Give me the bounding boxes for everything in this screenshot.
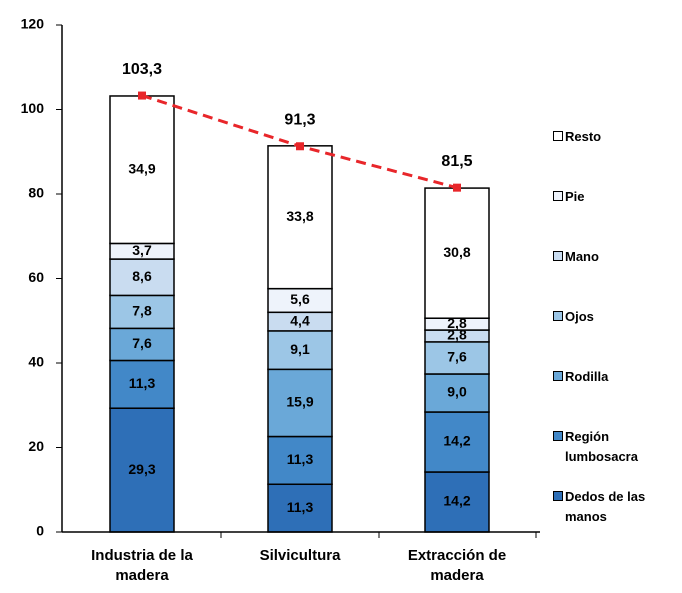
bar-segment	[424, 411, 490, 473]
bar-segment	[267, 483, 333, 533]
x-tick-label: Silvicultura	[259, 547, 341, 564]
legend-label: Región lumbosacra	[565, 429, 638, 464]
y-tick-label: 40	[28, 354, 44, 370]
bar-segment	[109, 95, 175, 245]
legend-label: Dedos de las manos	[565, 489, 646, 524]
y-tick-label: 0	[36, 523, 44, 539]
legend-swatch	[553, 251, 563, 261]
data-label: 9,0	[447, 384, 467, 400]
data-label: 34,9	[128, 160, 155, 176]
legend-swatch	[553, 131, 563, 141]
data-label: 8,6	[132, 268, 152, 284]
bar-segment	[109, 359, 175, 409]
data-label: 5,6	[290, 291, 310, 307]
legend-label: Rodilla	[565, 369, 609, 384]
data-label: 14,2	[443, 433, 470, 449]
total-marker	[138, 91, 146, 100]
data-label: 14,2	[443, 493, 470, 509]
bar-segment	[267, 435, 333, 486]
data-label: 3,7	[132, 242, 152, 258]
legend-swatch	[553, 491, 563, 501]
legend-item: Rodilla	[553, 367, 678, 387]
legend-item: Pie	[553, 187, 678, 207]
data-label: 11,3	[287, 499, 314, 515]
legend-label: Resto	[565, 129, 602, 144]
data-label: 30,8	[443, 244, 470, 260]
data-label: 9,1	[290, 341, 310, 357]
legend-label: Pie	[565, 189, 585, 204]
bar-segment	[109, 327, 175, 362]
legend-swatch	[553, 371, 563, 381]
legend-item: Dedos de las manos	[553, 487, 678, 527]
legend-item: Ojos	[553, 307, 678, 327]
total-label: 81,5	[441, 153, 472, 170]
legend-label: Ojos	[565, 309, 594, 324]
legend-label: Mano	[565, 249, 599, 264]
bar-segment	[424, 187, 490, 319]
data-label: 4,4	[290, 312, 310, 328]
legend-swatch	[553, 191, 563, 201]
x-tick-label: Extracción de madera	[407, 547, 507, 584]
legend-item: Resto	[553, 127, 678, 147]
legend-item: Mano	[553, 247, 678, 267]
bar-segment	[424, 373, 490, 413]
bar-segment	[267, 145, 333, 290]
y-tick-label: 80	[28, 185, 44, 201]
bar-segment	[267, 368, 333, 438]
data-label: 11,3	[287, 451, 314, 467]
bar-segment	[267, 330, 333, 371]
bar-segment	[424, 471, 490, 533]
data-label: 7,6	[447, 349, 467, 365]
total-label: 103,3	[122, 61, 162, 78]
total-label: 91,3	[284, 111, 315, 128]
y-tick-label: 60	[28, 269, 44, 285]
data-label: 33,8	[286, 208, 313, 224]
data-label: 7,6	[132, 335, 152, 351]
total-marker	[296, 142, 304, 151]
legend-swatch	[553, 311, 563, 321]
legend-swatch	[553, 431, 563, 441]
bar-segment	[109, 294, 175, 330]
data-label: 29,3	[128, 461, 155, 477]
legend-item: Región lumbosacra	[553, 427, 678, 467]
data-label: 11,3	[129, 375, 156, 391]
y-tick-label: 20	[28, 438, 44, 454]
total-marker	[453, 183, 461, 192]
y-tick-label: 100	[21, 100, 45, 116]
y-tick-label: 120	[21, 16, 45, 32]
data-label: 15,9	[286, 394, 313, 410]
x-tick-label: Industria de la madera	[91, 547, 193, 584]
data-label: 7,8	[132, 303, 152, 319]
